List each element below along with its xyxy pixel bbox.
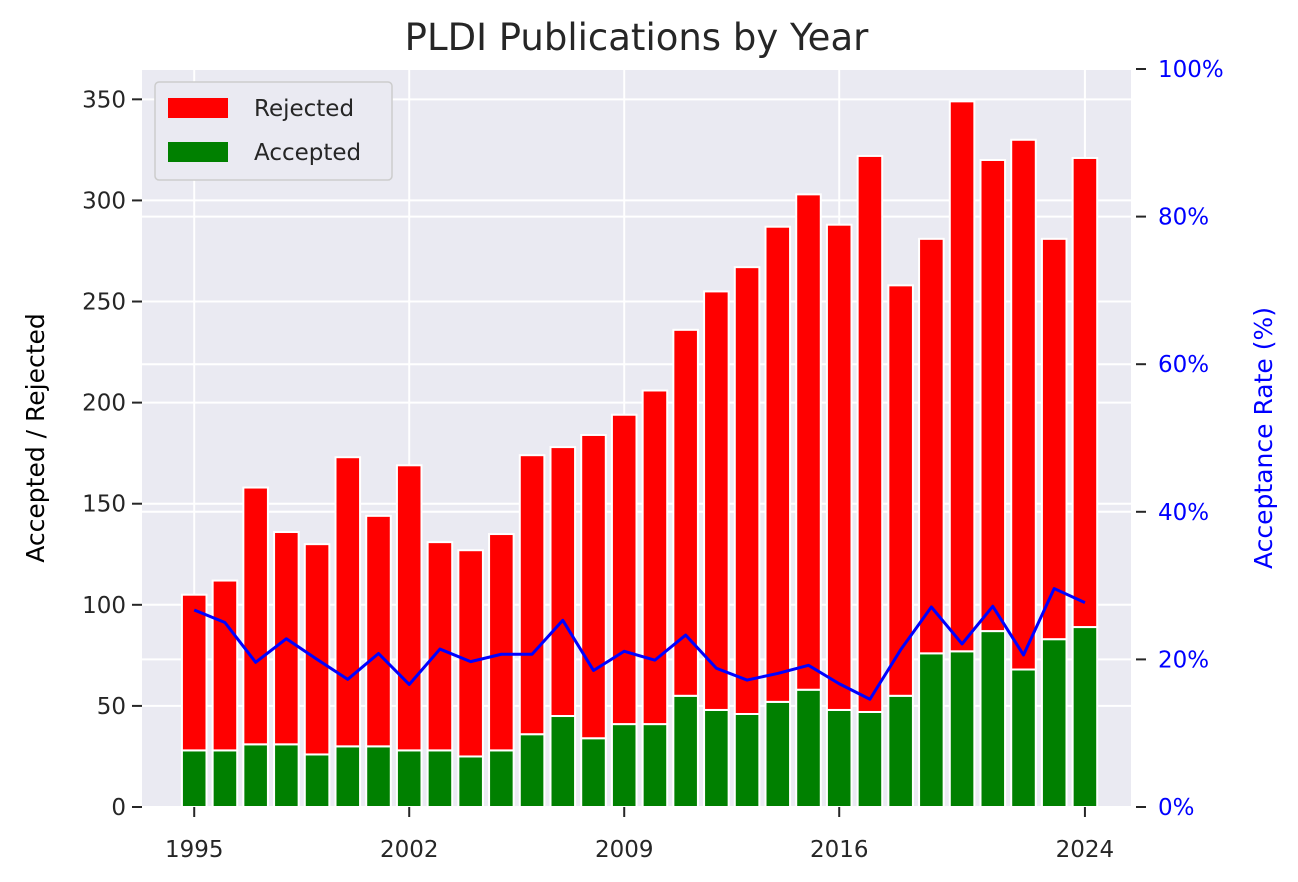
bar-rejected [426,541,454,752]
legend-label-accepted: Accepted [254,140,361,166]
bar-accepted [549,715,577,808]
bar-rejected [887,284,914,697]
bar-rejected [242,486,269,746]
y-tick-label: 200 [82,391,126,417]
y-tick-label: 50 [97,694,126,720]
y2-axis-label: Acceptance Rate (%) [1249,307,1278,569]
bar-rejected [918,237,945,655]
acceptance-rate-line-path [193,587,1086,701]
legend: Rejected Accepted [154,81,393,181]
bar-accepted [180,749,208,808]
bar-rejected [948,100,976,653]
legend-swatch-accepted [168,142,228,162]
y2-tick-label: 60% [1158,352,1209,378]
x-tick-label: 2009 [595,837,654,863]
bar-accepted [242,743,269,809]
bar-rejected [703,290,730,711]
legend-swatch-rejected [168,98,228,118]
bar-rejected [1010,138,1037,671]
bar-accepted [580,737,607,809]
bar-accepted [733,712,761,808]
bar-accepted [641,723,669,809]
y-tick-label: 150 [82,492,126,518]
bar-accepted [395,749,423,808]
bar-rejected [180,593,208,752]
bar-rejected [211,579,239,752]
y2-tick-label: 40% [1158,500,1209,526]
bar-rejected [303,543,331,756]
bar-accepted [334,745,362,809]
y-axis-label: Accepted / Rejected [21,313,50,563]
bar-accepted [979,630,1007,808]
axes: 0 50 100 150 200 250 300 350 1995 2002 2009 2016 202… [82,57,1224,863]
y2-tick-label: 0% [1158,795,1195,821]
y2-tick-label: 20% [1158,647,1209,673]
bar-accepted [426,749,454,808]
bar-accepted [303,753,331,808]
bar-rejected [334,456,362,748]
bar-accepted [764,700,792,809]
bar-rejected [610,413,638,726]
bar-rejected [580,433,607,740]
bar-accepted [825,708,853,808]
y-tick-label: 0 [111,795,126,821]
bar-accepted [672,694,699,808]
bar-rejected [518,454,546,736]
bar-rejected [549,446,577,718]
bar-rejected [641,389,669,726]
bar-rejected [979,158,1007,633]
bar-accepted [457,755,484,808]
acceptance-rate-line [193,587,1086,701]
bar-accepted [488,749,515,808]
bar-accepted [918,652,945,808]
bar-rejected [457,549,484,758]
bar-accepted [1071,626,1099,808]
y2-tick-label: 100% [1158,57,1224,83]
x-tick-label: 2002 [380,837,439,863]
bar-rejected [1040,237,1068,641]
bar-accepted [273,743,300,809]
y-tick-label: 250 [82,290,126,316]
bar-accepted [887,694,914,808]
bar-rejected [764,225,792,703]
bar-rejected [825,223,853,711]
legend-label-rejected: Rejected [254,96,354,122]
bar-rejected [733,266,761,715]
y2-tick-label: 80% [1158,205,1209,231]
bar-accepted [856,710,884,808]
bars [180,100,1099,809]
bar-rejected [795,193,822,691]
chart-title: PLDI Publications by Year [405,16,869,59]
bar-rejected [856,154,884,713]
y-tick-label: 350 [82,87,126,113]
bar-accepted [211,749,239,808]
bar-accepted [1010,668,1037,808]
bar-accepted [795,688,822,808]
x-tick-label: 1995 [165,837,224,863]
x-tick-label: 2024 [1056,837,1115,863]
bar-rejected [395,464,423,752]
bar-accepted [518,733,546,808]
bar-rejected [365,514,392,748]
bar-accepted [610,723,638,809]
bar-rejected [488,533,515,752]
bar-accepted [1040,638,1068,809]
bar-accepted [365,745,392,809]
bar-rejected [1071,156,1099,629]
x-tick-label: 2016 [810,837,869,863]
bar-accepted [703,708,730,808]
bar-accepted [948,650,976,808]
y-tick-label: 300 [82,188,126,214]
y-tick-label: 100 [82,593,126,619]
